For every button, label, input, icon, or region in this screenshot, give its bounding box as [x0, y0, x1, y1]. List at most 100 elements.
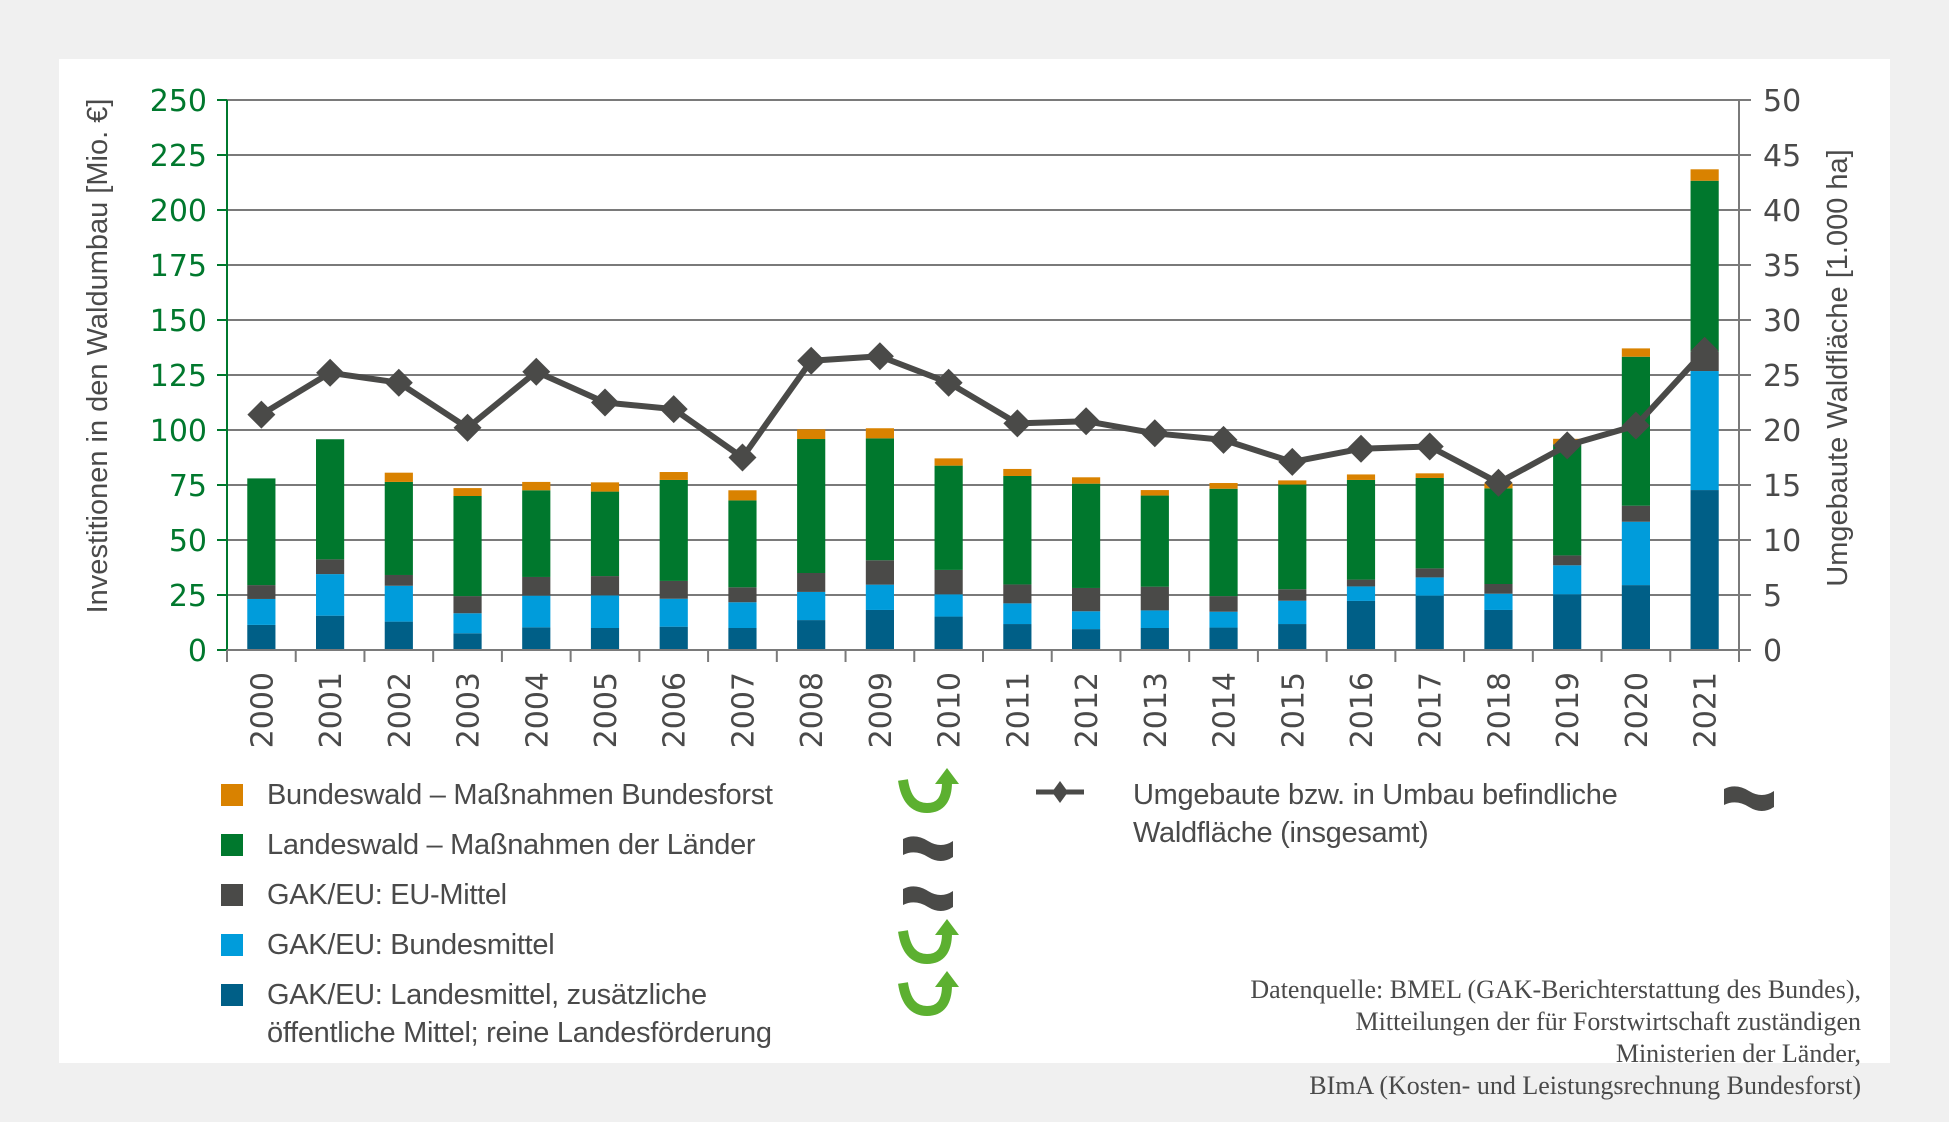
bar-segment — [1278, 480, 1307, 485]
bar-segment — [247, 624, 276, 650]
bar-segment — [1278, 624, 1307, 650]
x-tick-label: 2021 — [1689, 672, 1724, 748]
bar-segment — [1415, 568, 1444, 578]
source-line: Datenquelle: BMEL (GAK-Berichterstattung… — [1250, 975, 1861, 1004]
legend-label: Landeswald – Maßnahmen der Länder — [267, 829, 756, 861]
line-marker — [1003, 409, 1032, 438]
line-marker — [659, 395, 688, 424]
y2-tick-label: 20 — [1763, 414, 1801, 449]
bar-segment — [797, 573, 826, 592]
bar-segment — [659, 580, 688, 599]
trend-stable-icon — [903, 836, 953, 861]
x-tick-label: 2005 — [589, 672, 624, 748]
y-tick-label: 0 — [188, 634, 207, 669]
bar-segment — [934, 465, 963, 570]
bar-segment — [1553, 444, 1582, 556]
line-marker — [797, 346, 826, 375]
legend-swatch — [221, 884, 243, 906]
x-tick-label: 2000 — [245, 672, 280, 748]
y2-tick-label: 10 — [1763, 524, 1801, 559]
source-line: BImA (Kosten- und Leistungsrechnung Bund… — [1309, 1071, 1861, 1100]
bar-segment — [1140, 490, 1169, 496]
bar-segment — [728, 628, 757, 650]
legend-swatch — [221, 934, 243, 956]
bar-segment — [1415, 477, 1444, 569]
bar-segment — [590, 595, 620, 628]
bar-segment — [1278, 589, 1307, 601]
x-tick-label: 2018 — [1482, 672, 1517, 748]
y2-tick-label: 30 — [1763, 304, 1801, 339]
bar-segment — [1003, 624, 1032, 650]
bar-segment — [1072, 483, 1101, 588]
bar-segment — [1072, 587, 1101, 612]
line-marker — [865, 342, 894, 371]
bar-segment — [1621, 585, 1650, 650]
legend-item-landeswald: Landeswald – Maßnahmen der Länder — [221, 826, 756, 864]
x-tick-label: 2004 — [520, 672, 555, 748]
bar-segment — [1209, 611, 1238, 628]
bar-segment — [1690, 490, 1719, 650]
x-tick-label: 2009 — [864, 672, 899, 748]
bar-segment — [728, 602, 757, 628]
legend-label: Umgebaute bzw. in Umbau befindliche — [1133, 779, 1618, 811]
bar-segment — [1415, 595, 1444, 650]
chart-panel: 0 25 50 75 100 125 150 175 200 225 250 0 5 10 15 20 25 30… — [59, 59, 1890, 1100]
x-tick-label: 2002 — [383, 672, 418, 748]
line-marker — [728, 443, 757, 472]
x-tick-label: 2003 — [452, 672, 487, 748]
bar-segment — [453, 488, 482, 496]
x-tick-label: 2007 — [726, 672, 761, 748]
bar-segment — [316, 574, 345, 616]
line-marker — [1278, 447, 1307, 476]
bar-segment — [1621, 505, 1650, 522]
axes: 0 25 50 75 100 125 150 175 200 225 250 0 5 10 15 20 25 30… — [150, 84, 1801, 748]
bar-segment — [1072, 477, 1101, 484]
bar-segment — [522, 595, 551, 628]
bar-segment — [797, 620, 826, 650]
bar-segment — [1003, 603, 1032, 625]
bar-segment — [1072, 629, 1101, 650]
bar-segment — [1209, 483, 1238, 489]
source-line: Ministerien der Länder, — [1615, 1039, 1861, 1068]
bar-segment — [1003, 584, 1032, 604]
line-marker — [522, 357, 551, 386]
bar-segment — [1690, 169, 1719, 181]
x-tick-label: 2001 — [314, 672, 349, 748]
trend-up-icon — [898, 919, 959, 965]
legend-label: GAK/EU: Bundesmittel — [267, 929, 555, 961]
legend-item-landesmittel: GAK/EU: Landesmittel, zusätzliche öffent… — [221, 976, 772, 1052]
bars — [247, 169, 1719, 650]
bar-segment — [522, 490, 551, 577]
legend-label-line2: Waldfläche (insgesamt) — [1133, 817, 1429, 849]
bar-segment — [1003, 468, 1032, 476]
bar-segment — [865, 438, 894, 561]
line-marker — [1484, 468, 1513, 497]
bar-segment — [384, 585, 413, 622]
bar-segment — [316, 615, 345, 650]
bar-segment — [1346, 600, 1376, 650]
bar-segment — [934, 594, 963, 617]
bar-segment — [934, 569, 963, 595]
bar-segment — [865, 560, 894, 585]
bar-segment — [934, 616, 963, 650]
x-tick-label: 2020 — [1620, 672, 1655, 748]
bar-segment — [1072, 611, 1101, 630]
legend-swatch — [221, 834, 243, 856]
y2-axis-label: Umgebaute Waldfläche [1.000 ha] — [1822, 149, 1854, 586]
line-marker — [1347, 434, 1375, 463]
bar-segment — [659, 626, 688, 650]
bar-segment — [1346, 586, 1376, 601]
line-marker — [384, 368, 413, 397]
bar-segment — [1140, 628, 1169, 650]
bar-segment — [1553, 594, 1582, 650]
bar-segment — [1484, 488, 1513, 584]
x-tick-label: 2014 — [1208, 672, 1243, 748]
bar-segment — [1140, 586, 1169, 611]
x-tick-label: 2006 — [658, 672, 693, 748]
bar-segment — [865, 584, 894, 610]
legend-line-marker-icon — [1036, 781, 1084, 803]
bar-segment — [1553, 565, 1582, 595]
bar-segment — [1346, 479, 1376, 580]
y-tick-label: 200 — [150, 194, 207, 229]
bar-segment — [728, 490, 757, 501]
